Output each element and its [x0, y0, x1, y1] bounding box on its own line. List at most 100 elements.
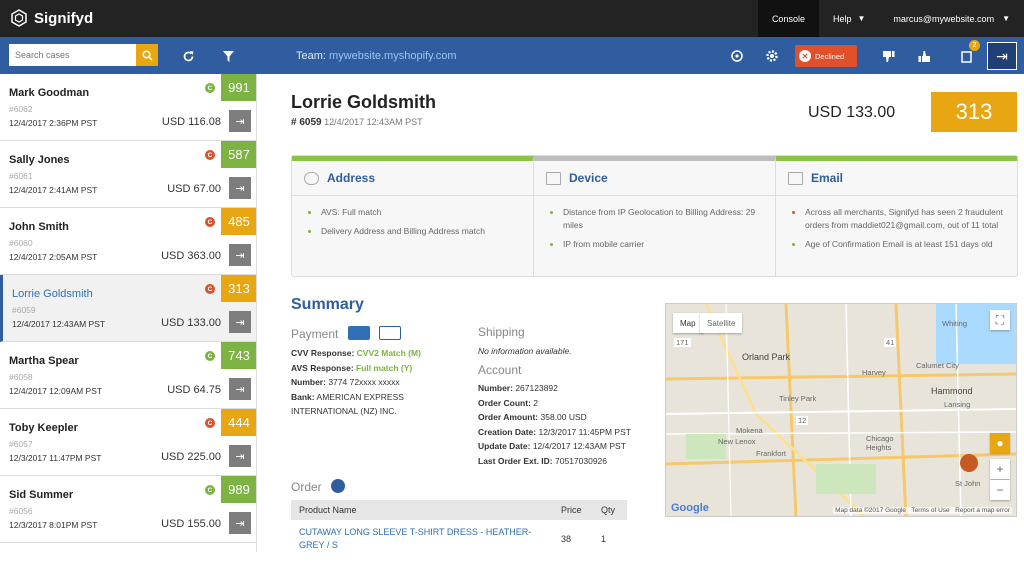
notifications-button[interactable]: 2: [955, 40, 980, 67]
email-item: Across all merchants, Signifyd has seen …: [792, 206, 1005, 232]
map-tab[interactable]: Map: [673, 313, 703, 333]
search-button[interactable]: [136, 44, 158, 66]
declined-icon: ✕: [799, 50, 811, 62]
map-label: Chicago Heights: [866, 434, 894, 452]
open-case-button[interactable]: ⇥: [229, 378, 251, 400]
case-list: Mark Goodman #6062 12/4/2017 2:36PM PST USD…: [0, 74, 257, 552]
case-score: 444: [221, 409, 256, 436]
summary-title: Summary: [291, 296, 364, 313]
account-number-row: Number: 267123892: [478, 381, 658, 396]
payment-label: Payment: [291, 327, 339, 341]
order-amount: USD 133.00: [808, 104, 896, 121]
case-score: 485: [221, 208, 256, 235]
case-customer-name: Sid Summer: [9, 489, 74, 501]
report-link[interactable]: Report a map error: [955, 507, 1010, 514]
signifyd-logo[interactable]: Signifyd: [10, 9, 93, 27]
clipboard-icon: [960, 50, 972, 63]
fullscreen-button[interactable]: ⛶: [990, 310, 1010, 330]
case-amount: USD 116.08: [161, 116, 221, 128]
case-list-item[interactable]: Mark Goodman #6062 12/4/2017 2:36PM PST USD…: [0, 74, 256, 141]
case-customer-name: Sally Jones: [9, 154, 70, 166]
card-number-row: Number: 3774 72xxxx xxxxx: [291, 375, 461, 390]
address-header[interactable]: Address: [292, 161, 533, 196]
plus-icon: +: [996, 462, 1004, 476]
declined-status-button[interactable]: ✕ Declined: [795, 45, 857, 67]
filter-button[interactable]: [217, 45, 239, 67]
target-button[interactable]: [727, 45, 747, 67]
zoom-out-button[interactable]: −: [990, 480, 1010, 500]
road-shield: 171: [674, 338, 691, 347]
declined-label: Declined: [815, 51, 845, 61]
map-label: Orland Park: [742, 352, 791, 362]
cvv-value: CVV2 Match (M): [356, 348, 421, 358]
update-date-label: Update Date:: [478, 441, 531, 451]
fullscreen-icon: ⛶: [995, 312, 1005, 327]
location-map[interactable]: Map Satellite ⛶ ● + − Orland Park Harvey…: [665, 303, 1017, 517]
map-label: Harvey: [862, 368, 886, 377]
address-panel: Address AVS: Full match Delivery Address…: [292, 156, 534, 276]
col-price: Price: [553, 500, 593, 520]
email-header[interactable]: Email: [776, 161, 1017, 196]
open-case-button[interactable]: ⇥: [229, 512, 251, 534]
case-customer-name: Toby Keepler: [9, 422, 78, 434]
laptop-icon: [546, 171, 561, 185]
product-qty: 1: [601, 534, 607, 544]
email-list: Across all merchants, Signifyd has seen …: [776, 196, 1017, 251]
map-data-text: Map data ©2017 Google: [835, 507, 907, 514]
nav-console[interactable]: Console: [757, 0, 819, 37]
avs-value: Full match (Y): [356, 362, 413, 373]
case-list-item[interactable]: John Smith #6060 12/4/2017 2:05AM PST USD 3…: [0, 208, 256, 275]
sign-in-icon: ⇥: [235, 249, 245, 262]
open-case-button[interactable]: ⇥: [229, 244, 251, 266]
google-logo: Google: [671, 502, 709, 514]
order-count-value: 2: [533, 397, 538, 408]
settings-button[interactable]: [762, 45, 782, 67]
team-label: Team:: [296, 50, 326, 62]
order-amount-value: 358.00 USD: [540, 412, 587, 422]
email-title: Email: [811, 171, 844, 185]
case-list-item[interactable]: Sid Summer #6056 12/3/2017 8:01PM PST USD 1…: [0, 476, 256, 543]
status-badge: C: [205, 83, 215, 93]
order-count-row: Order Count: 2: [478, 396, 658, 411]
case-list-item[interactable]: Sally Jones #6061 12/4/2017 2:41AM PST USD …: [0, 141, 256, 208]
avs-label: AVS Response:: [291, 362, 354, 373]
terms-link[interactable]: Terms of Use: [911, 507, 950, 514]
nav-help[interactable]: Help ▼: [819, 0, 879, 37]
team-value[interactable]: mywebsite.myshopify.com: [329, 50, 457, 62]
thumbs-down-button[interactable]: [878, 45, 898, 67]
refresh-button[interactable]: [177, 45, 199, 67]
user-email: marcus@mywebsite.com: [893, 13, 995, 24]
creation-date-row: Creation Date: 12/3/2017 11:45PM PST: [478, 425, 658, 440]
map-label: New Lenox: [718, 437, 756, 446]
case-list-item[interactable]: Toby Keepler #6057 12/3/2017 11:47PM PST US…: [0, 409, 256, 476]
open-case-button[interactable]: ⇥: [229, 177, 251, 199]
product-link[interactable]: CUTAWAY LONG SLEEVE T-SHIRT DRESS - HEAT…: [299, 527, 532, 550]
open-case-button[interactable]: ⇥: [229, 110, 251, 132]
device-list: Distance from IP Geolocation to Billing …: [534, 196, 775, 251]
zoom-in-button[interactable]: +: [990, 459, 1010, 479]
case-number: #6058: [9, 372, 33, 382]
case-list-item[interactable]: Martha Spear #6058 12/4/2017 12:09AM PST US…: [0, 342, 256, 409]
map-label: Mokena: [736, 426, 763, 435]
open-case-button[interactable]: ⇥: [229, 445, 251, 467]
creation-date-value: 12/3/2017 11:45PM PST: [538, 426, 631, 437]
search-input[interactable]: [9, 44, 136, 66]
globe-icon[interactable]: [331, 479, 345, 493]
device-header[interactable]: Device: [534, 161, 775, 196]
street-view-button[interactable]: ●: [990, 433, 1010, 453]
exit-case-button[interactable]: ⇥: [987, 42, 1017, 70]
case-subtitle: # 6059 12/4/2017 12:43AM PST: [291, 117, 423, 128]
open-case-button[interactable]: ⇥: [229, 311, 251, 333]
satellite-tab[interactable]: Satellite: [700, 313, 743, 333]
order-table-header: Product Name Price Qty: [291, 500, 627, 520]
thumbs-up-button[interactable]: [914, 45, 934, 67]
case-date: 12/4/2017 2:05AM PST: [9, 252, 98, 262]
nav-user-menu[interactable]: marcus@mywebsite.com ▼: [879, 0, 1024, 37]
road-shield: 41: [884, 338, 897, 347]
status-badge: C: [205, 351, 215, 361]
device-panel: Device Distance from IP Geolocation to B…: [534, 156, 776, 276]
case-list-item[interactable]: Lorrie Goldsmith #6059 12/4/2017 12:43AM P…: [0, 275, 256, 342]
shipping-label: Shipping: [478, 325, 525, 339]
case-amount: USD 155.00: [161, 518, 221, 530]
bank-value: AMERICAN EXPRESS INTERNATIONAL (NZ) INC.: [291, 391, 404, 417]
